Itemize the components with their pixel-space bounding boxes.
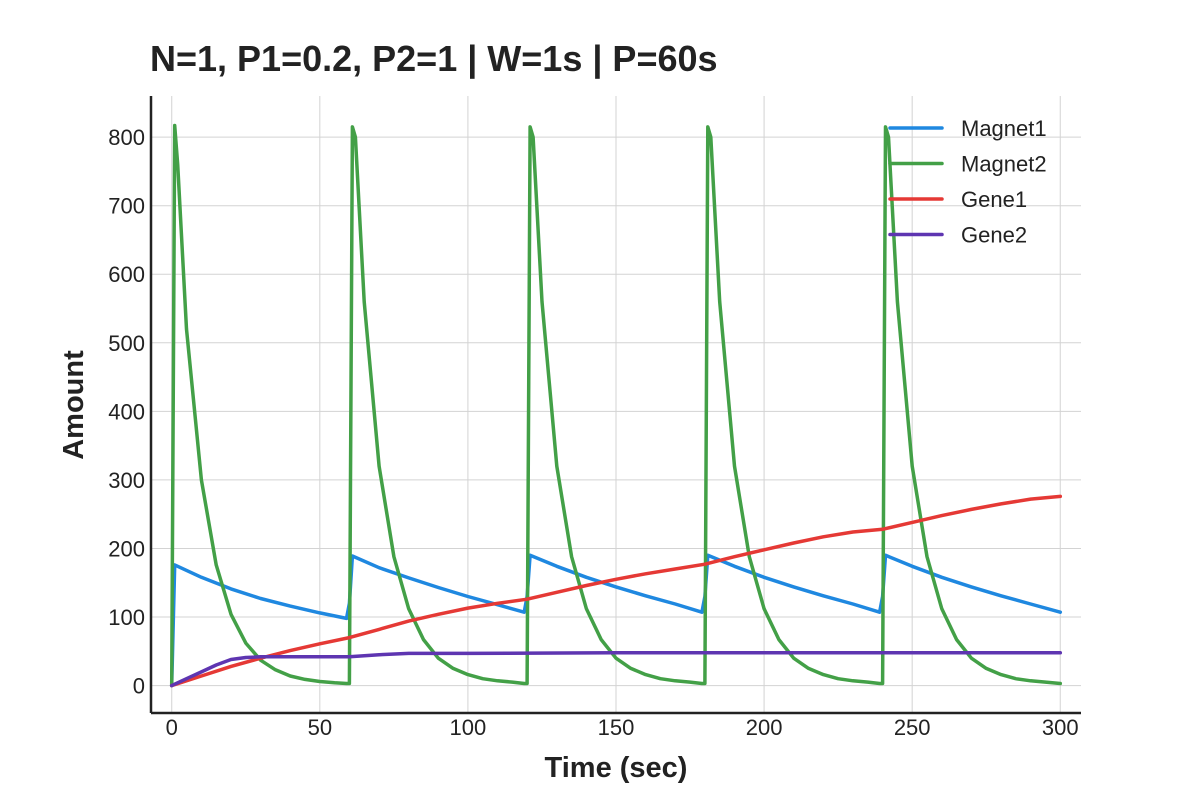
y-tick-label: 400 — [108, 399, 145, 424]
legend-label: Magnet2 — [961, 152, 1047, 177]
y-tick-label: 600 — [108, 262, 145, 287]
legend-item-magnet1: Magnet1 — [888, 116, 1047, 141]
series-lines — [169, 123, 1063, 688]
x-tick-label: 300 — [1042, 715, 1079, 740]
x-axis-label: Time (sec) — [545, 752, 688, 784]
y-axis-label: Amount — [58, 350, 90, 460]
x-tick-label: 50 — [308, 715, 332, 740]
legend-item-gene1: Gene1 — [888, 187, 1027, 212]
x-tick-label: 150 — [598, 715, 635, 740]
y-tick-label: 0 — [133, 674, 145, 699]
y-tick-labels: 0 100 200 300 400 500 600 700 800 — [108, 125, 145, 698]
x-tick-label: 250 — [894, 715, 931, 740]
x-tick-labels: 0 50 100 150 200 250 300 — [166, 715, 1079, 740]
legend-label: Gene2 — [961, 223, 1027, 248]
series-line-gene2 — [169, 650, 1063, 688]
x-tick-label: 0 — [166, 715, 178, 740]
legend-label: Gene1 — [961, 187, 1027, 212]
y-tick-label: 200 — [108, 536, 145, 561]
gridlines — [151, 96, 1081, 713]
series-line-gene1 — [169, 494, 1063, 688]
legend-label: Magnet1 — [961, 116, 1047, 141]
y-tick-label: 500 — [108, 331, 145, 356]
y-tick-label: 700 — [108, 194, 145, 219]
y-tick-label: 300 — [108, 468, 145, 493]
y-tick-label: 800 — [108, 125, 145, 150]
legend-item-magnet2: Magnet2 — [888, 152, 1047, 177]
axes — [149, 96, 1081, 715]
legend: Magnet1 Magnet2 Gene1 Gene2 — [888, 116, 1047, 248]
chart-title: N=1, P1=0.2, P2=1 | W=1s | P=60s — [150, 38, 718, 80]
legend-item-gene2: Gene2 — [888, 223, 1027, 248]
series-line-magnet2 — [169, 123, 1063, 688]
x-tick-label: 100 — [450, 715, 487, 740]
x-tick-label: 200 — [746, 715, 783, 740]
y-tick-label: 100 — [108, 605, 145, 630]
